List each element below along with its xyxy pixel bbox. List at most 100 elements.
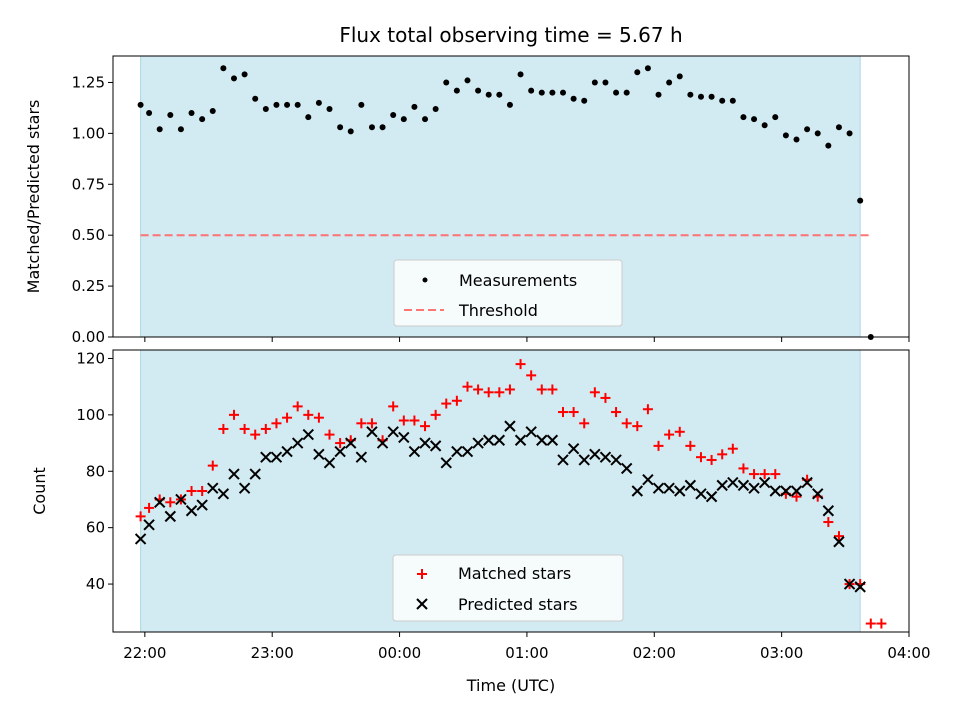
predicted-star-point <box>249 468 261 480</box>
predicted-star-point <box>652 482 665 494</box>
measurement-point <box>793 136 800 143</box>
predicted-star-point <box>833 536 845 548</box>
chart-title: Flux total observing time = 5.67 h <box>339 23 682 47</box>
matched-star-point <box>324 429 335 440</box>
predicted-star-point <box>143 519 155 531</box>
matched-star-point <box>398 415 409 426</box>
measurement-point <box>740 114 747 121</box>
matched-star-point <box>865 618 876 629</box>
legend-predicted-glyph <box>416 598 428 610</box>
ratio-legend: Measurements Threshold <box>393 259 623 327</box>
matched-star-point <box>568 407 579 418</box>
predicted-star-point <box>302 428 314 441</box>
predicted-star-point <box>366 426 378 438</box>
ratio-y-tick-label: 1.25 <box>72 73 105 91</box>
matched-star-point <box>483 387 494 398</box>
predicted-star-point <box>440 457 452 469</box>
predicted-star-point <box>790 485 803 497</box>
count-legend-box <box>392 554 624 622</box>
measurement-point <box>708 93 715 100</box>
predicted-star-point <box>228 468 240 480</box>
predicted-star-point <box>483 434 495 446</box>
measurement-point <box>305 114 312 121</box>
matched-star-point <box>674 426 685 437</box>
ratio-y-tick-label: 0.25 <box>72 277 105 295</box>
predicted-star-point <box>398 431 410 444</box>
ratio-y-tick-label: 1.00 <box>72 124 105 142</box>
measurement-point <box>379 124 386 131</box>
measurement-point <box>772 114 779 121</box>
predicted-star-point <box>589 448 601 461</box>
matched-star-point <box>632 421 643 432</box>
matched-star-point <box>388 401 399 412</box>
measurement-point <box>411 103 418 110</box>
matched-star-point <box>292 401 303 412</box>
ratio-y-ticks: 0.00 0.25 0.50 0.75 1.00 1.25 <box>72 73 113 346</box>
count-y-tick-label: 60 <box>86 519 105 537</box>
count-x-tick-label: 23:00 <box>251 644 294 662</box>
matched-star-point <box>165 497 176 508</box>
measurement-point <box>613 89 620 96</box>
predicted-star-point <box>408 445 421 458</box>
measurement-point <box>581 97 588 104</box>
predicted-star-point <box>695 488 707 500</box>
measurement-point <box>634 69 641 76</box>
predicted-star-point <box>567 442 580 455</box>
predicted-star-point <box>504 420 516 432</box>
measurement-point <box>220 65 227 72</box>
matched-star-point <box>833 531 844 542</box>
predicted-star-point <box>674 485 686 497</box>
measurement-point <box>719 97 726 104</box>
predicted-star-point <box>134 533 147 545</box>
matched-star-point <box>504 384 515 395</box>
predicted-star-point <box>185 505 198 517</box>
predicted-star-point <box>748 482 760 494</box>
matched-star-point <box>589 387 600 398</box>
predicted-star-point <box>801 476 813 489</box>
count-x-tick-label: 04:00 <box>887 644 930 662</box>
count-x-tick-label: 22:00 <box>123 644 166 662</box>
measurement-point <box>570 95 577 102</box>
measurement-point <box>390 112 397 119</box>
predicted-star-point <box>217 488 230 500</box>
measurement-point <box>560 89 567 96</box>
measurement-point <box>241 71 248 78</box>
matched-star-point <box>695 452 706 463</box>
measurement-point <box>177 126 184 133</box>
measurement-point <box>326 105 333 112</box>
predicted-star-point <box>536 434 548 446</box>
measurement-point <box>432 105 439 112</box>
count-x-tick-label: 01:00 <box>505 644 548 662</box>
measurement-point <box>400 116 407 123</box>
legend-matched-label: Matched stars <box>458 564 571 583</box>
count-y-tick-label: 80 <box>86 462 105 480</box>
measurement-point <box>804 126 811 133</box>
matched-star-point <box>770 469 781 480</box>
predicted-star-point <box>546 434 559 446</box>
measurement-point <box>337 124 344 131</box>
predicted-star-point <box>461 445 474 458</box>
measurement-point <box>496 91 503 98</box>
count-x-tick-label: 02:00 <box>633 644 676 662</box>
measurement-point <box>199 116 206 123</box>
matched-star-point <box>536 384 547 395</box>
predicted-star-point <box>610 454 622 466</box>
measurement-point <box>475 87 482 94</box>
matched-star-point <box>228 409 239 420</box>
matched-star-point <box>791 491 802 502</box>
matched-star-point <box>738 463 749 474</box>
count-y-ticks: 40 60 80 100 120 <box>76 349 113 593</box>
matched-star-point <box>473 384 484 395</box>
predicted-star-point <box>376 437 389 449</box>
measurement-point <box>846 130 853 137</box>
measurement-point <box>602 79 609 86</box>
matched-star-point <box>197 486 208 496</box>
predicted-star-point <box>557 454 569 466</box>
ratio-y-tick-label: 0.00 <box>72 328 105 346</box>
measurement-point <box>252 95 259 102</box>
count-panel: 40 60 80 100 120 22:00 23:00 00:00 01:00 02:00 03… <box>30 349 931 695</box>
measurement-point <box>591 79 598 86</box>
count-y-tick-label: 100 <box>76 406 105 424</box>
predicted-star-point <box>334 445 346 458</box>
x-axis-label: Time (UTC) <box>466 676 555 695</box>
